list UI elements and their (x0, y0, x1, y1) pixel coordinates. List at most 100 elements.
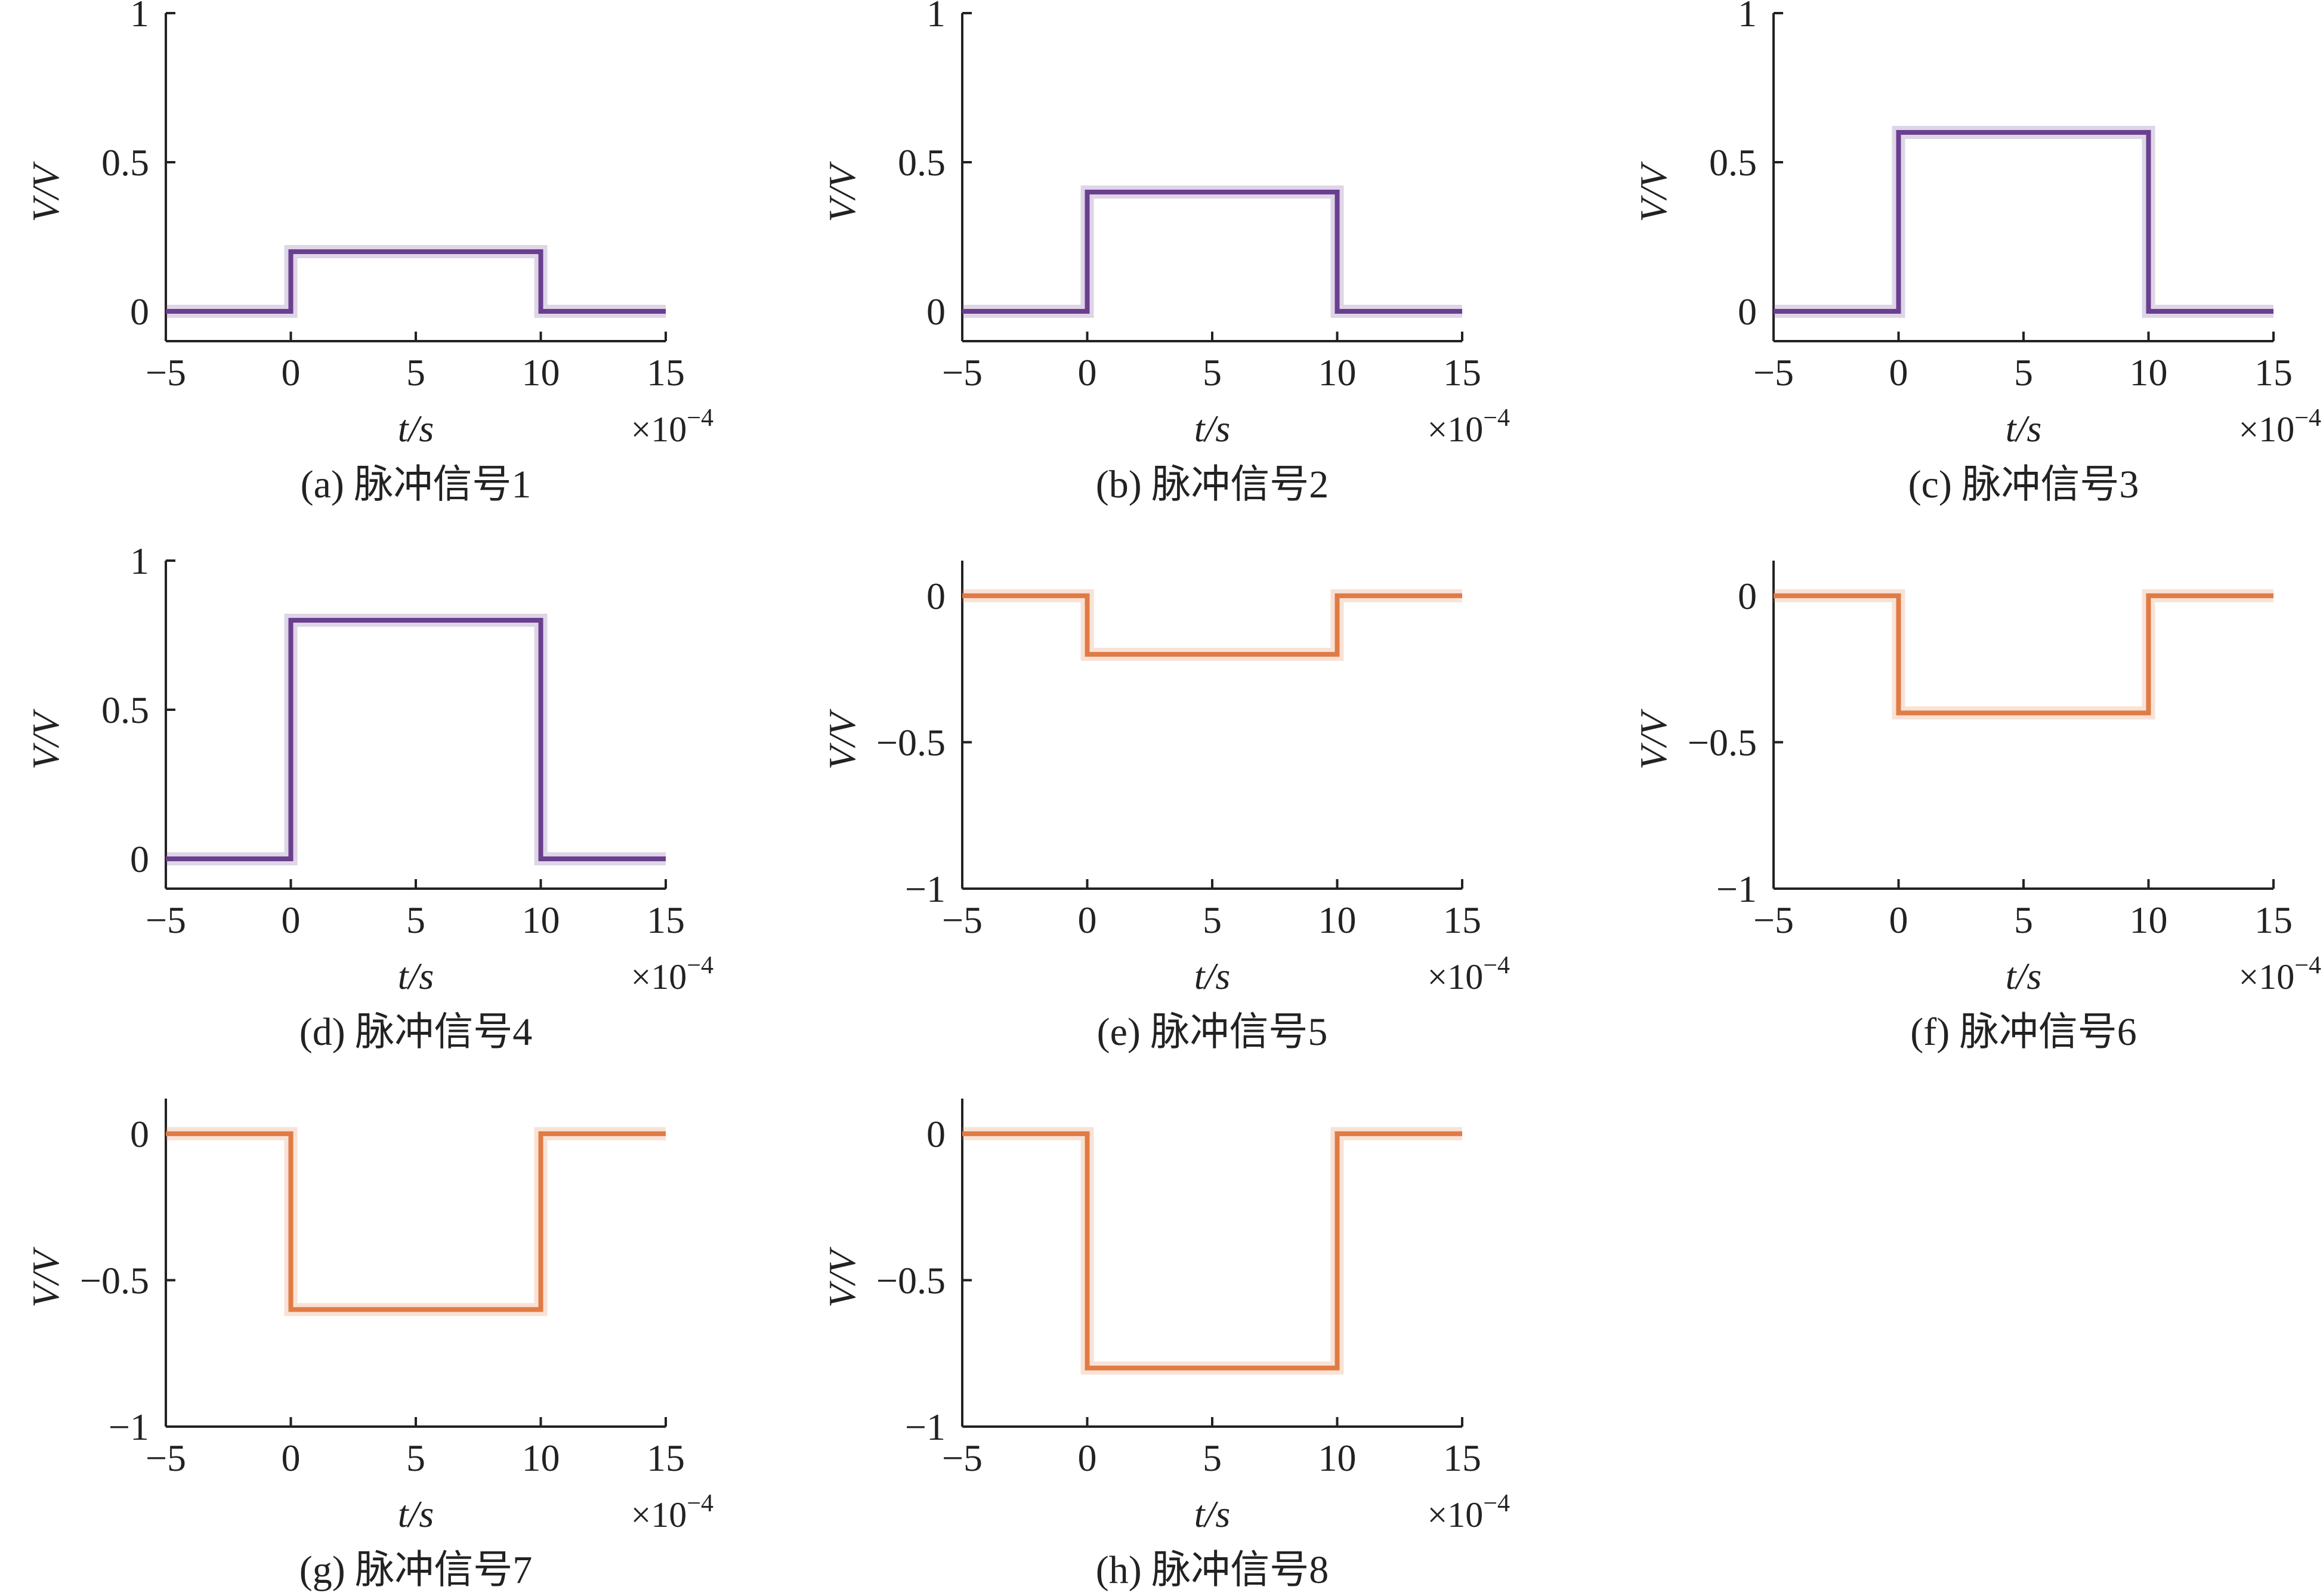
y-tick-label: −0.5 (1688, 721, 1757, 763)
y-axis-label: V/V (821, 709, 863, 770)
pulse-series-halo (1774, 589, 2273, 720)
y-tick-label: 0 (926, 290, 946, 333)
x-axis-label: t/s (1194, 407, 1230, 450)
x-scale-multiplier: ×10−4 (631, 404, 713, 449)
y-tick-label: 1 (926, 0, 946, 35)
pulse-series-halo (962, 589, 1462, 661)
y-axis-label: V/V (821, 1247, 863, 1308)
pulse-series-halo (166, 614, 666, 865)
x-tick-label: 10 (522, 899, 560, 941)
x-tick-label: 15 (647, 1437, 685, 1479)
y-tick-label: 0.5 (101, 689, 149, 731)
y-tick-label: 0.5 (1709, 141, 1757, 184)
y-tick-label: −1 (905, 1406, 946, 1448)
y-axis-label: V/V (24, 1247, 67, 1308)
x-tick-label: −5 (942, 899, 983, 941)
x-tick-label: 5 (2014, 351, 2033, 394)
panel-caption: (b) 脉冲信号2 (1096, 463, 1329, 506)
y-tick-label: −0.5 (876, 1259, 946, 1301)
panel-caption: (e) 脉冲信号5 (1097, 1010, 1328, 1054)
x-tick-label: −5 (1753, 351, 1794, 394)
x-tick-label: 10 (1318, 351, 1357, 394)
pulse-series-halo (166, 245, 666, 318)
pulse-series-halo (1774, 126, 2273, 318)
x-tick-label: 0 (282, 1437, 301, 1479)
pulse-series-halo (166, 1127, 666, 1316)
pulse-series-line (962, 1131, 1462, 1371)
y-axis-label: V/V (24, 161, 67, 222)
x-tick-label: 0 (1078, 1437, 1097, 1479)
x-tick-label: 0 (1078, 351, 1097, 394)
pulse-series-line (1774, 130, 2273, 314)
x-scale-multiplier: ×10−4 (2238, 952, 2321, 997)
y-axis-label: V/V (821, 161, 863, 222)
x-tick-label: −5 (146, 899, 186, 941)
panel-caption: (d) 脉冲信号4 (299, 1010, 532, 1054)
x-scale-multiplier: ×10−4 (631, 952, 713, 997)
x-tick-label: 5 (2014, 899, 2033, 941)
x-tick-label: 0 (282, 899, 301, 941)
y-tick-label: 1 (130, 0, 149, 35)
x-tick-label: 5 (1203, 899, 1222, 941)
x-tick-label: 10 (1318, 1437, 1357, 1479)
x-scale-multiplier: ×10−4 (1427, 1490, 1510, 1535)
x-scale-multiplier: ×10−4 (631, 1490, 713, 1535)
pulse-series-line (1774, 593, 2273, 716)
y-tick-label: 0 (130, 1113, 149, 1155)
y-tick-label: 0 (926, 575, 946, 617)
pulse-chart-7: −5 0 5 10 15 −1 −0.5 0 V/V t/s ×10−4 (g) 脉冲信号7 (24, 1099, 713, 1592)
x-tick-label: 5 (406, 351, 425, 394)
x-axis-label: t/s (1194, 1493, 1230, 1535)
y-tick-label: 0 (130, 838, 149, 880)
pulse-chart-2: −5 0 5 10 15 0 0.5 1 V/V t/s ×10−4 (b) 脉冲信号2 (821, 0, 1510, 506)
x-axis-label: t/s (1194, 955, 1230, 997)
y-tick-label: 0.5 (101, 141, 149, 184)
pulse-chart-8: −5 0 5 10 15 −1 −0.5 0 V/V t/s ×10−4 (h) 脉冲信号8 (821, 1099, 1510, 1592)
x-tick-label: 5 (1203, 1437, 1222, 1479)
x-tick-label: 5 (1203, 351, 1222, 394)
x-tick-label: 15 (1443, 351, 1481, 394)
x-tick-label: 15 (2254, 899, 2293, 941)
x-tick-label: 0 (282, 351, 301, 394)
x-tick-label: 10 (1318, 899, 1357, 941)
y-tick-label: 0 (1738, 290, 1757, 333)
y-tick-label: 1 (130, 540, 149, 582)
pulse-series-line (166, 1131, 666, 1312)
y-tick-label: 1 (1738, 0, 1757, 35)
pulse-chart-3: −5 0 5 10 15 0 0.5 1 V/V t/s ×10−4 (c) 脉冲信号3 (1632, 0, 2321, 506)
x-tick-label: 15 (1443, 899, 1481, 941)
y-tick-label: −0.5 (80, 1259, 149, 1301)
panel-caption: (a) 脉冲信号1 (301, 463, 532, 506)
x-axis-label: t/s (2006, 955, 2041, 997)
y-tick-label: −0.5 (876, 721, 946, 763)
x-scale-multiplier: ×10−4 (1427, 952, 1510, 997)
x-axis-label: t/s (2006, 407, 2041, 450)
x-tick-label: 0 (1078, 899, 1097, 941)
panel-caption: (f) 脉冲信号6 (1910, 1010, 2136, 1054)
x-tick-label: 10 (522, 351, 560, 394)
y-tick-label: −1 (109, 1406, 149, 1448)
x-tick-label: 5 (406, 1437, 425, 1479)
x-tick-label: −5 (942, 351, 983, 394)
y-tick-label: −1 (905, 868, 946, 910)
pulse-series-line (166, 618, 666, 861)
x-tick-label: 10 (2130, 899, 2168, 941)
y-axis-label: V/V (1632, 161, 1675, 222)
x-tick-label: −5 (146, 351, 186, 394)
pulse-chart-4: −5 0 5 10 15 0 0.5 1 V/V t/s ×10−4 (d) 脉冲信号4 (24, 540, 713, 1054)
pulse-series-line (962, 190, 1462, 314)
x-axis-label: t/s (398, 1493, 434, 1535)
pulse-chart-6: −5 0 5 10 15 −1 −0.5 0 V/V t/s ×10−4 (f) 脉冲信号6 (1632, 561, 2321, 1054)
x-tick-label: 15 (1443, 1437, 1481, 1479)
x-tick-label: 0 (1889, 899, 1908, 941)
x-axis-label: t/s (398, 407, 434, 450)
panel-caption: (c) 脉冲信号3 (1908, 463, 2139, 506)
x-tick-label: 10 (2130, 351, 2168, 394)
x-scale-multiplier: ×10−4 (2238, 404, 2321, 449)
panel-caption: (g) 脉冲信号7 (299, 1548, 532, 1592)
y-tick-label: 0.5 (898, 141, 946, 184)
panel-caption: (h) 脉冲信号8 (1096, 1548, 1329, 1592)
x-tick-label: 10 (522, 1437, 560, 1479)
x-tick-label: −5 (146, 1437, 186, 1479)
